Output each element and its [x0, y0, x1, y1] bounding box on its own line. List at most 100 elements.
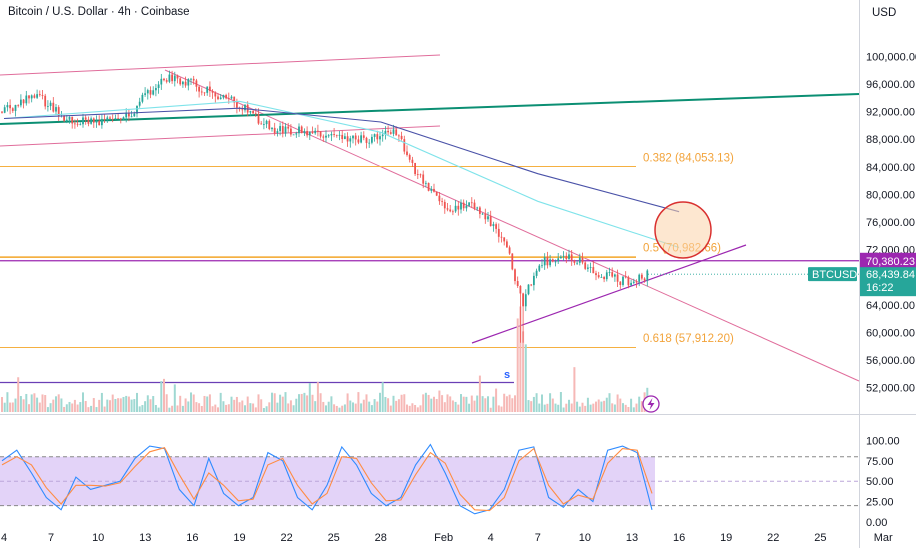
- moving-average-navy: [3, 107, 680, 213]
- candle-body: [622, 276, 624, 285]
- candle-body: [535, 270, 538, 276]
- candle-body: [538, 265, 541, 271]
- candle-body: [506, 241, 508, 248]
- volume-bar: [146, 395, 149, 412]
- volume-bar: [589, 404, 592, 412]
- volume-bar: [484, 398, 487, 412]
- volume-bar: [535, 393, 538, 412]
- volume-bar: [460, 394, 462, 412]
- candle-body: [476, 207, 479, 209]
- candle-body: [641, 274, 643, 279]
- candle-body: [98, 120, 101, 126]
- lightning-icon[interactable]: [642, 395, 660, 413]
- time-tick-label: 13: [626, 532, 638, 544]
- candle-body: [419, 174, 422, 176]
- time-tick-label: 4: [1, 532, 7, 544]
- candle-body: [468, 202, 470, 206]
- volume-bar: [316, 382, 319, 412]
- candle-body: [327, 135, 330, 137]
- volume-bar: [565, 403, 568, 412]
- candle-body: [584, 262, 587, 269]
- volume-bar: [562, 407, 565, 412]
- volume-bar: [265, 406, 268, 412]
- volume-bar: [241, 400, 244, 412]
- volume-bar: [360, 403, 363, 412]
- candle-body: [117, 118, 119, 119]
- volume-bar: [33, 393, 36, 412]
- volume-bar: [422, 394, 425, 412]
- volume-bar: [600, 401, 603, 412]
- volume-bar: [603, 400, 606, 412]
- time-tick-label: 7: [535, 532, 541, 544]
- candle-body: [519, 285, 522, 294]
- volume-bar: [551, 398, 554, 412]
- volume-bar: [217, 407, 219, 412]
- candle-body: [392, 129, 395, 134]
- volume-bar: [511, 398, 514, 412]
- candle-body: [325, 135, 327, 138]
- candle-body: [119, 118, 122, 120]
- volume-bar: [414, 404, 417, 412]
- volume-bar: [630, 398, 633, 412]
- volume-bar: [154, 405, 157, 412]
- candle-body: [365, 137, 368, 143]
- volume-bar: [546, 403, 549, 412]
- candle-body: [346, 136, 349, 142]
- stoch-tick-label: 0.00: [866, 517, 887, 529]
- candle-body: [481, 213, 484, 215]
- candle-body: [298, 126, 300, 134]
- price-axis-currency: USD: [872, 7, 897, 19]
- volume-bar: [214, 404, 217, 412]
- volume-bar: [25, 393, 28, 412]
- volume-bar: [173, 384, 176, 412]
- stoch-band: [0, 456, 655, 506]
- candle-body: [95, 120, 98, 123]
- candle-body: [311, 131, 314, 134]
- volume-bar: [632, 407, 635, 412]
- volume-bar: [198, 403, 201, 412]
- volume-bar: [49, 403, 52, 412]
- volume-bar: [478, 375, 481, 412]
- candle-body: [38, 94, 41, 96]
- candle-body: [157, 84, 160, 89]
- volume-bar: [179, 395, 182, 412]
- candle-body: [643, 278, 646, 281]
- volume-bar: [627, 407, 630, 412]
- candle-body: [546, 257, 549, 266]
- volume-bar: [368, 401, 371, 412]
- volume-bar: [411, 403, 414, 412]
- candle-body: [565, 255, 568, 259]
- volume-bar: [200, 405, 203, 412]
- volume-bar: [541, 394, 543, 412]
- candle-body: [106, 117, 109, 120]
- candle-body: [203, 92, 206, 94]
- volume-bar: [130, 399, 133, 412]
- candle-body: [263, 124, 265, 125]
- volume-bar: [17, 377, 20, 412]
- candle-body: [338, 134, 341, 136]
- volume-bar: [341, 405, 344, 412]
- volume-bar: [138, 406, 141, 412]
- volume-bar: [303, 392, 306, 412]
- volume-bar: [57, 394, 60, 412]
- volume-bar: [41, 394, 44, 412]
- candle-body: [233, 96, 236, 103]
- volume-bar: [408, 405, 411, 412]
- stochastic-rsi-pane: [0, 443, 859, 515]
- candle-body: [632, 281, 635, 283]
- volume-bar: [295, 398, 298, 412]
- price-tick-label: 84,000.00: [866, 162, 915, 174]
- candle-body: [187, 79, 190, 86]
- volume-bar: [84, 400, 87, 412]
- volume-bar: [395, 400, 398, 412]
- candlesticks: [1, 70, 649, 343]
- volume-bar: [287, 403, 290, 412]
- candle-body: [376, 134, 379, 140]
- volume-bar: [605, 397, 608, 412]
- volume-bar: [352, 402, 354, 412]
- candle-body: [214, 92, 217, 97]
- candle-body: [303, 130, 306, 134]
- volume-bar: [357, 392, 360, 412]
- volume-bar: [38, 402, 41, 412]
